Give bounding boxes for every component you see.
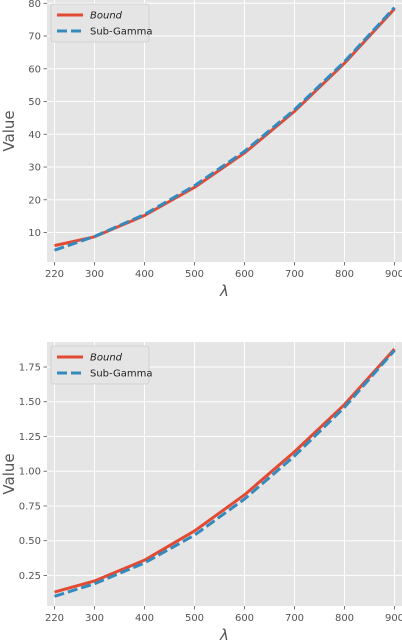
chart1-legend: Bound Sub-Gamma (50, 3, 153, 43)
chart2-xtick-label-4: 600 (235, 613, 254, 624)
chart1-ytick-label-2: 30 (28, 163, 41, 174)
chart2-xlabel: λ (219, 626, 229, 642)
chart1-legend-label-0: Bound (90, 11, 123, 22)
chart2-plot-area (47, 342, 402, 606)
chart1-xtick-label-3: 500 (185, 269, 204, 280)
chart2-xtick-label-1: 300 (85, 613, 104, 624)
chart2-xtick-label-0: 220 (45, 613, 64, 624)
chart2-xtick-label-5: 700 (285, 613, 304, 624)
chart1-ytick-label-5: 60 (28, 64, 41, 75)
chart2-ytick-label-0: 0.25 (19, 571, 41, 582)
chart1-xtick-label-1: 300 (85, 269, 104, 280)
chart1-ylabel: Value (0, 110, 18, 151)
chart1-xtick-label-0: 220 (45, 269, 64, 280)
chart2-xtick-label-6: 800 (335, 613, 354, 624)
chart1-ytick-label-7: 80 (28, 0, 41, 10)
chart1-ytick-label-0: 10 (28, 228, 41, 239)
chart2-ytick-label-1: 0.50 (19, 536, 41, 547)
chart1-ytick-label-3: 40 (28, 130, 41, 141)
chart1-xtick-label-6: 800 (335, 269, 354, 280)
chart1: 220 300 400 500 600 700 800 900 10 20 30 40 50 60 70 80… (0, 0, 402, 300)
chart1-plot-area (47, 0, 402, 262)
chart1-xtick-label-2: 400 (135, 269, 154, 280)
chart1-series-sub-gamma-line (54, 6, 396, 252)
chart1-xtick-label-7: 900 (385, 269, 402, 280)
chart2-xtick-label-7: 900 (385, 613, 402, 624)
chart2-series-bound-line (54, 347, 396, 594)
chart2-xtick-label-3: 500 (185, 613, 204, 624)
chart2-ytick-label-5: 1.50 (19, 397, 41, 408)
chart2-ytick-label-3: 1.00 (19, 467, 41, 478)
chart2-ytick-label-2: 0.75 (19, 501, 41, 512)
chart2-legend: Bound Sub-Gamma (50, 345, 153, 385)
chart2-legend-label-0: Bound (90, 353, 123, 364)
chart2: 220 300 400 500 600 700 800 900 0.25 0.50 0.75 1.00… (0, 342, 402, 642)
chart1-ytick-label-6: 70 (28, 32, 41, 43)
chart1-legend-label-1: Sub-Gamma (90, 27, 153, 38)
chart1-ytick-label-4: 50 (28, 97, 41, 108)
chart2-ytick-label-4: 1.25 (19, 432, 41, 443)
chart1-xtick-label-4: 600 (235, 269, 254, 280)
chart2-xtick-label-2: 400 (135, 613, 154, 624)
chart2-ylabel: Value (0, 453, 18, 494)
chart1-ytick-label-1: 20 (28, 195, 41, 206)
chart2-legend-label-1: Sub-Gamma (90, 369, 153, 380)
chart2-series-sub-gamma-line (54, 349, 396, 598)
chart1-xtick-label-5: 700 (285, 269, 304, 280)
chart1-xlabel: λ (219, 282, 229, 300)
chart2-ytick-label-6: 1.75 (19, 363, 41, 374)
